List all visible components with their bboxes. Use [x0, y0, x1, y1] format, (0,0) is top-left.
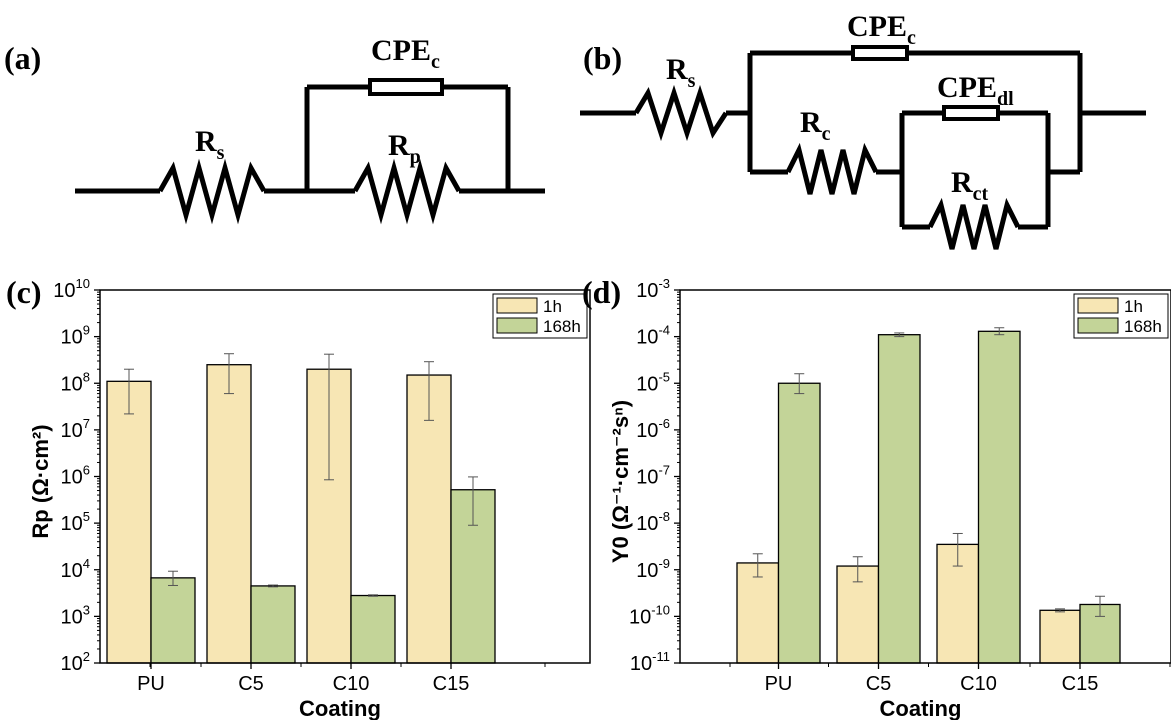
- cpe-dl-label-b: CPEdl: [937, 71, 1014, 110]
- xtick-label-d-C10: C10: [960, 673, 997, 695]
- ytick-label-c-9: 109: [61, 323, 90, 349]
- ytick-label-d--6: 10-6: [636, 416, 670, 442]
- panel-d-label: (d): [582, 274, 621, 310]
- bar-c-PU-168h: [150, 577, 196, 664]
- bar-c-C5-168h: [250, 585, 296, 664]
- ytick-label-d--10: 10-10: [629, 602, 670, 628]
- resistor-rp-a: [352, 158, 462, 225]
- xaxis-label-d: Coating: [880, 696, 962, 720]
- rs-label-b: Rs: [666, 53, 696, 92]
- ytick-label-d--7: 10-7: [636, 463, 670, 489]
- yaxis-label-d: Y0 (Ω⁻¹·cm⁻²sⁿ): [608, 400, 633, 563]
- errorbar-c-C15-1h: [424, 361, 434, 421]
- errorbar-d-C5-168h: [894, 332, 905, 338]
- rs-label-a: Rs: [195, 125, 225, 164]
- errorbar-c-C5-168h: [268, 584, 278, 588]
- errorbar-d-PU-168h: [794, 373, 805, 395]
- xtick-label-c-C10: C10: [333, 673, 370, 695]
- errorbar-c-PU-168h: [168, 570, 178, 586]
- errorbar-c-C10-168h: [368, 594, 378, 597]
- rp-label-a: Rp: [388, 129, 421, 168]
- bar-d-C5-168h: [877, 334, 921, 664]
- ytick-label-d--8: 10-8: [636, 509, 670, 535]
- panel-c-label: (c): [6, 274, 42, 310]
- ytick-label-d--4: 10-4: [636, 323, 670, 349]
- chart-c: 102 103 104 105 106 107 108 109 1010 PU C5 C10 C15 Co…: [28, 276, 591, 720]
- panel-a-label: (a): [4, 40, 41, 76]
- legend-swatch-c-168h: [496, 317, 538, 334]
- legend-swatch-d-1h: [1077, 297, 1119, 314]
- bar-d-C15-1h: [1039, 609, 1081, 664]
- legend-label-c-168h: 168h: [543, 317, 581, 336]
- panel-b-label: (b): [583, 40, 622, 76]
- xtick-label-d-C15: C15: [1062, 673, 1099, 695]
- xtick-label-d-C5: C5: [866, 673, 892, 695]
- ytick-label-c-10: 1010: [53, 276, 90, 302]
- bar-c-PU-1h: [106, 380, 152, 664]
- ytick-label-d--11: 10-11: [630, 649, 670, 675]
- bar-c-C5-1h: [206, 364, 252, 664]
- cpe-c-label-b: CPEc: [847, 10, 916, 49]
- panel-a-circuit: [75, 78, 545, 225]
- errorbar-d-C10-1h: [952, 532, 963, 567]
- legend-label-c-1h: 1h: [543, 297, 562, 316]
- errorbar-d-C5-1h: [852, 556, 863, 583]
- rc-label-b: Rc: [800, 106, 831, 145]
- cpe-c-a: [368, 78, 444, 96]
- errorbar-c-C10-1h: [324, 353, 334, 481]
- bar-d-PU-1h: [736, 562, 780, 664]
- panel-b-circuit: [580, 45, 1146, 250]
- errorbar-d-C10-168h: [994, 327, 1005, 336]
- resistor-rct-b: [927, 197, 1021, 250]
- legend-swatch-c-1h: [496, 297, 538, 314]
- cpe-c-b: [851, 45, 909, 61]
- ytick-label-c-8: 108: [61, 369, 90, 395]
- ytick-label-c-4: 104: [61, 556, 90, 582]
- legend-label-d-168h: 168h: [1124, 317, 1162, 336]
- chart-d: 10-11 10-10 10-9 10-8 10-7 10-6 10-5 10-4 10-3 PU…: [608, 276, 1171, 720]
- rct-label-b: Rct: [951, 166, 989, 205]
- yaxis-label-c: Rp (Ω·cm²): [28, 424, 53, 538]
- ytick-label-d--3: 10-3: [636, 276, 670, 302]
- legend-swatch-d-168h: [1077, 317, 1119, 334]
- xtick-label-c-PU: PU: [137, 673, 165, 695]
- xaxis-label-c: Coating: [299, 696, 381, 720]
- bar-d-C10-168h: [977, 330, 1021, 664]
- legend-label-d-1h: 1h: [1124, 297, 1143, 316]
- ytick-label-c-5: 105: [61, 509, 90, 535]
- errorbar-c-PU-1h: [124, 368, 134, 415]
- errorbar-c-C15-168h: [468, 476, 478, 526]
- cpe-dl-b: [942, 105, 1000, 121]
- ytick-label-d--9: 10-9: [636, 556, 670, 582]
- ytick-label-c-2: 102: [61, 649, 90, 675]
- ytick-label-c-7: 107: [61, 416, 90, 442]
- ytick-label-c-3: 103: [61, 602, 90, 628]
- resistor-rs-b: [633, 84, 729, 142]
- errorbar-d-PU-1h: [752, 553, 763, 578]
- xtick-label-d-PU: PU: [765, 673, 793, 695]
- xtick-label-c-C15: C15: [433, 673, 470, 695]
- errorbar-d-C15-1h: [1055, 608, 1065, 613]
- cpe-c-label-a: CPEc: [371, 34, 440, 73]
- errorbar-d-C15-168h: [1095, 595, 1105, 617]
- xtick-label-c-C5: C5: [238, 673, 264, 695]
- bar-d-PU-168h: [777, 382, 821, 664]
- bar-c-C10-168h: [350, 594, 396, 664]
- ytick-label-c-6: 106: [61, 463, 90, 489]
- resistor-rc-b: [785, 142, 879, 195]
- errorbar-c-C5-1h: [224, 353, 234, 395]
- ytick-label-d--5: 10-5: [636, 369, 670, 395]
- resistor-rs-a: [157, 158, 267, 225]
